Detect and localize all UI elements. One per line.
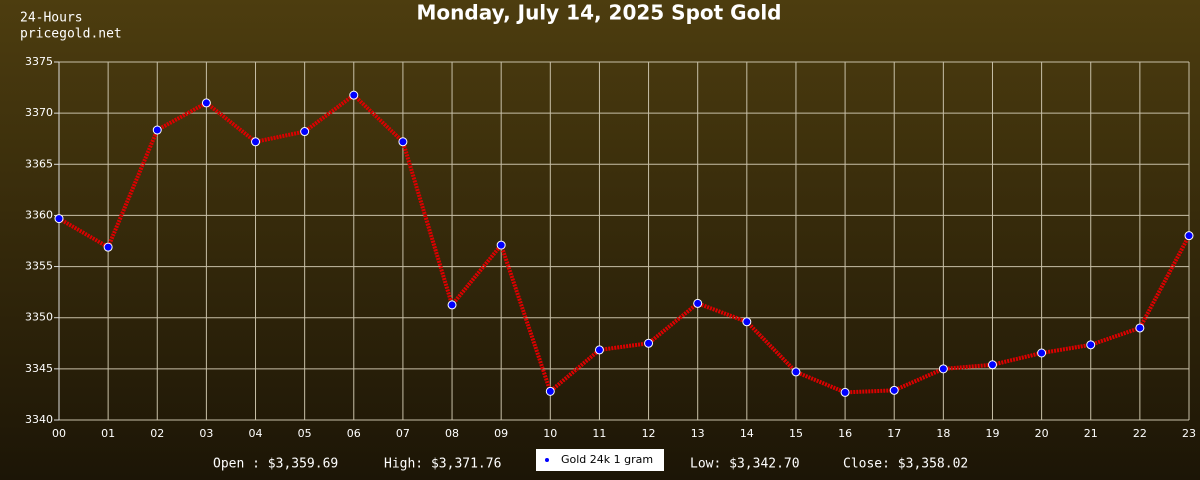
data-point [1135, 323, 1145, 333]
x-tick-label: 04 [249, 427, 263, 440]
x-tick-label: 09 [494, 427, 508, 440]
y-tick-label: 3350 [25, 311, 53, 324]
data-point [447, 300, 457, 310]
stat-text: Close: $3,358.02 [843, 457, 968, 472]
x-tick-label: 07 [396, 427, 410, 440]
data-point [398, 137, 408, 147]
data-point [594, 345, 604, 355]
data-point [644, 338, 654, 348]
x-tick-label: 11 [592, 427, 606, 440]
x-tick-label: 14 [740, 427, 754, 440]
x-tick-label: 13 [691, 427, 705, 440]
data-point [201, 98, 211, 108]
data-point [251, 137, 261, 147]
stat-text: Open : $3,359.69 [213, 457, 338, 472]
x-tick-label: 06 [347, 427, 361, 440]
x-tick-label: 18 [936, 427, 950, 440]
y-tick-label: 3370 [25, 106, 53, 119]
y-tick-label: 3365 [25, 157, 53, 170]
x-tick-label: 02 [150, 427, 164, 440]
data-point [1037, 348, 1047, 358]
chart-title: Monday, July 14, 2025 Spot Gold [417, 1, 782, 25]
x-tick-label: 16 [838, 427, 852, 440]
legend-box [536, 449, 664, 471]
data-point [791, 367, 801, 377]
x-tick-label: 08 [445, 427, 459, 440]
y-tick-label: 3340 [25, 413, 53, 426]
x-tick-label: 01 [101, 427, 115, 440]
legend-label: Gold 24k 1 gram [561, 453, 653, 466]
stat-text: Low: $3,342.70 [690, 457, 800, 472]
x-tick-label: 22 [1133, 427, 1147, 440]
x-tick-label: 21 [1084, 427, 1098, 440]
x-tick-label: 12 [642, 427, 656, 440]
data-point [840, 387, 850, 397]
data-point [1086, 340, 1096, 350]
x-tick-label: 23 [1182, 427, 1196, 440]
data-point [889, 385, 899, 395]
data-point [742, 317, 752, 327]
data-point [987, 360, 997, 370]
y-tick-label: 3345 [25, 362, 53, 375]
x-tick-label: 00 [52, 427, 66, 440]
data-point [54, 214, 64, 224]
y-tick-label: 3375 [25, 55, 53, 68]
data-point [152, 125, 162, 135]
legend-marker [545, 458, 549, 462]
data-point [349, 90, 359, 100]
data-point [545, 386, 555, 396]
x-tick-label: 05 [298, 427, 312, 440]
data-point [496, 240, 506, 250]
y-tick-label: 3360 [25, 208, 53, 221]
series-line [57, 92, 1191, 395]
x-tick-label: 17 [887, 427, 901, 440]
x-tick-label: 15 [789, 427, 803, 440]
data-point [300, 127, 310, 137]
corner-text: 24-Hours [20, 11, 83, 26]
x-tick-label: 20 [1035, 427, 1049, 440]
corner-text: pricegold.net [20, 27, 122, 42]
x-tick-label: 19 [985, 427, 999, 440]
x-tick-label: 03 [199, 427, 213, 440]
data-point [693, 298, 703, 308]
x-tick-label: 10 [543, 427, 557, 440]
data-point [103, 242, 113, 252]
data-point [1184, 231, 1194, 241]
y-tick-label: 3355 [25, 260, 53, 273]
data-point [938, 364, 948, 374]
stat-text: High: $3,371.76 [384, 457, 501, 472]
